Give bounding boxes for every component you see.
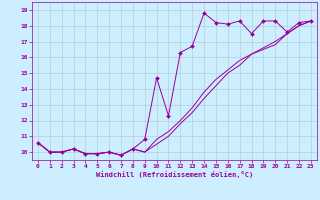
X-axis label: Windchill (Refroidissement éolien,°C): Windchill (Refroidissement éolien,°C) (96, 171, 253, 178)
